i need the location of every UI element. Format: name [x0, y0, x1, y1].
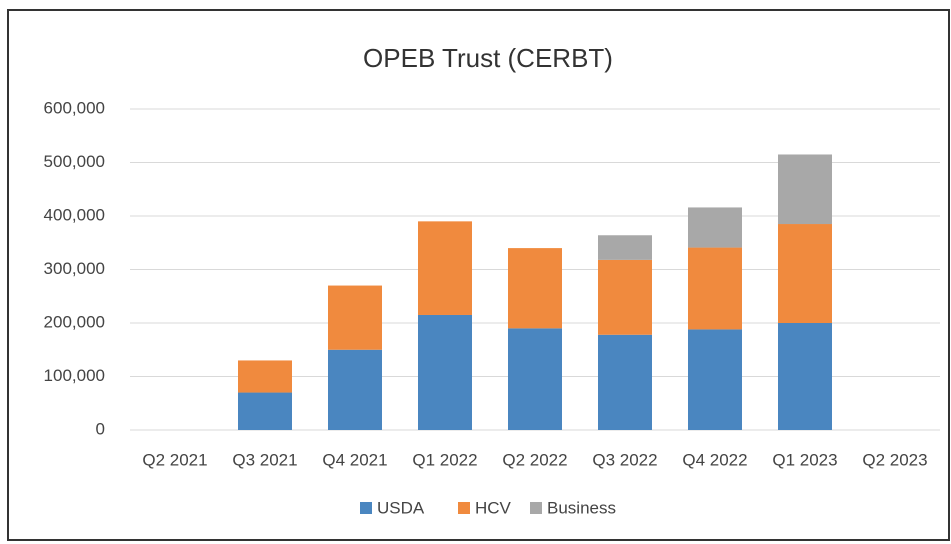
- x-tick-label: Q4 2022: [682, 450, 747, 469]
- bar-segment: [418, 221, 472, 315]
- bar-segment: [778, 224, 832, 323]
- x-tick-label: Q2 2022: [502, 450, 567, 469]
- legend-label: HCV: [475, 498, 512, 517]
- x-tick-label: Q3 2022: [592, 450, 657, 469]
- bar-segment: [688, 247, 742, 330]
- y-tick-label: 600,000: [44, 98, 105, 117]
- bar-segment: [418, 314, 472, 430]
- bar-segment: [328, 285, 382, 350]
- y-tick-label: 0: [96, 419, 105, 438]
- legend-swatch: [530, 502, 542, 514]
- bar-segment: [688, 329, 742, 430]
- bar-segment: [598, 259, 652, 335]
- legend-label: USDA: [377, 498, 425, 517]
- y-tick-label: 200,000: [44, 312, 105, 331]
- x-tick-label: Q3 2021: [232, 450, 297, 469]
- x-tick-label: Q1 2023: [772, 450, 837, 469]
- legend-swatch: [458, 502, 470, 514]
- bar-segment: [508, 328, 562, 430]
- bar-segment: [598, 334, 652, 430]
- y-tick-label: 400,000: [44, 205, 105, 224]
- x-tick-label: Q2 2021: [142, 450, 207, 469]
- x-tick-label: Q4 2021: [322, 450, 387, 469]
- x-tick-label: Q2 2023: [862, 450, 927, 469]
- bar-segment: [238, 392, 292, 430]
- x-tick-label: Q1 2022: [412, 450, 477, 469]
- chart-title: OPEB Trust (CERBT): [363, 43, 613, 73]
- y-tick-label: 500,000: [44, 152, 105, 171]
- y-tick-label: 300,000: [44, 259, 105, 278]
- bar-segment: [778, 154, 832, 225]
- bar-segment: [598, 235, 652, 260]
- legend-swatch: [360, 502, 372, 514]
- y-tick-label: 100,000: [44, 366, 105, 385]
- bar-segment: [688, 207, 742, 248]
- bar-segment: [778, 323, 832, 430]
- bar-segment: [238, 360, 292, 393]
- bar-segment: [328, 349, 382, 430]
- bar-segment: [508, 248, 562, 329]
- legend-label: Business: [547, 498, 616, 517]
